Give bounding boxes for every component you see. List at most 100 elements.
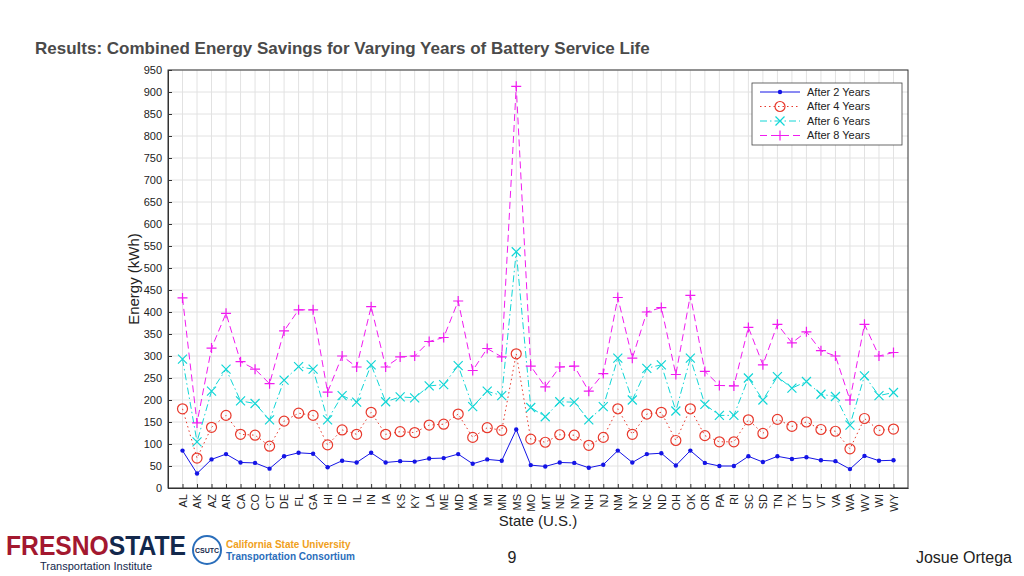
x-grid-line — [226, 70, 227, 488]
data-point — [584, 415, 593, 424]
x-grid-line — [632, 70, 633, 488]
data-point — [410, 428, 420, 438]
x-grid-line — [443, 70, 444, 488]
x-tick-label: PA — [714, 493, 726, 508]
x-tick-mark — [342, 484, 343, 488]
data-point — [787, 384, 796, 393]
data-point — [383, 460, 387, 464]
data-point — [630, 460, 634, 464]
x-tick-label: NV — [569, 493, 581, 509]
legend-label: After 8 Years — [807, 129, 870, 141]
data-point — [253, 461, 257, 465]
y-tick-label: 50 — [150, 460, 162, 472]
y-tick-mark — [168, 444, 172, 445]
x-tick-mark — [647, 484, 648, 488]
data-point — [381, 429, 391, 439]
data-point — [354, 460, 358, 464]
y-grid-line — [168, 334, 908, 335]
x-tick: HI — [322, 484, 334, 505]
data-point — [804, 455, 808, 459]
logo-badge-text: CSUTC — [195, 547, 219, 554]
logo-line: Transportation Consortium — [226, 551, 355, 562]
x-tick-mark — [632, 484, 633, 488]
data-point — [439, 333, 449, 343]
data-point — [325, 465, 329, 469]
data-point — [816, 424, 826, 434]
y-grid-line — [168, 378, 908, 379]
data-point — [555, 397, 564, 406]
data-point — [584, 440, 594, 450]
author: Josue Ortega — [916, 549, 1012, 566]
legend-line — [760, 106, 800, 107]
y-tick-mark — [168, 180, 172, 181]
x-tick-mark — [516, 484, 517, 488]
x-tick-mark — [458, 484, 459, 488]
x-tick-label: MA — [467, 493, 479, 510]
y-tick-label: 650 — [144, 196, 162, 208]
data-point — [584, 386, 594, 396]
data-point — [686, 354, 695, 363]
data-point — [758, 428, 768, 438]
x-tick-label: VT — [815, 494, 827, 508]
data-point — [207, 387, 216, 396]
data-point — [381, 362, 391, 372]
data-point — [427, 456, 431, 460]
x-tick-mark — [850, 484, 851, 488]
data-point — [830, 426, 840, 436]
data-point — [862, 454, 866, 458]
x-grid-line — [646, 70, 647, 488]
y-tick-label: 800 — [144, 130, 162, 142]
x-tick-label: MI — [482, 494, 494, 506]
data-point — [801, 327, 811, 337]
data-point — [180, 448, 184, 452]
data-point — [468, 402, 477, 411]
x-tick-mark — [415, 484, 416, 488]
y-tick-mark — [168, 158, 172, 159]
data-point — [671, 407, 680, 416]
x-tick: IN — [365, 484, 377, 505]
x-tick-label: MO — [525, 494, 537, 512]
x-tick-mark — [705, 484, 706, 488]
data-point — [572, 461, 576, 465]
data-point — [340, 459, 344, 463]
data-point — [308, 410, 318, 420]
data-point — [616, 448, 620, 452]
x-tick-label: MT — [540, 494, 552, 510]
data-point — [831, 392, 840, 401]
data-point — [425, 381, 434, 390]
data-point — [311, 451, 315, 455]
data-point — [483, 387, 492, 396]
logo-word: FRESNO — [6, 531, 109, 561]
data-point — [337, 425, 347, 435]
x-tick-mark — [618, 484, 619, 488]
x-tick-mark — [603, 484, 604, 488]
x-tick-mark — [690, 484, 691, 488]
data-point — [540, 437, 550, 447]
y-tick-mark — [168, 356, 172, 357]
data-point — [598, 369, 608, 379]
x-tick-mark — [299, 484, 300, 488]
y-tick-label: 400 — [144, 306, 162, 318]
y-tick-mark — [168, 136, 172, 137]
y-tick-label: 300 — [144, 350, 162, 362]
x-grid-line — [414, 70, 415, 488]
data-point — [746, 454, 750, 458]
data-point — [816, 346, 826, 356]
data-point — [323, 387, 333, 397]
x-tick-mark — [502, 484, 503, 488]
x-tick-mark — [400, 484, 401, 488]
x-tick-mark — [386, 484, 387, 488]
data-point — [570, 398, 579, 407]
x-tick-mark — [748, 484, 749, 488]
y-tick-mark — [168, 378, 172, 379]
x-tick-label: HI — [322, 494, 334, 505]
x-grid-line — [371, 70, 372, 488]
x-tick-mark — [226, 484, 227, 488]
data-point — [236, 396, 245, 405]
y-tick-label: 250 — [144, 372, 162, 384]
x-grid-line — [690, 70, 691, 488]
data-point — [410, 351, 420, 361]
y-grid-line — [168, 202, 908, 203]
grid — [168, 70, 908, 488]
x-tick-mark — [531, 484, 532, 488]
